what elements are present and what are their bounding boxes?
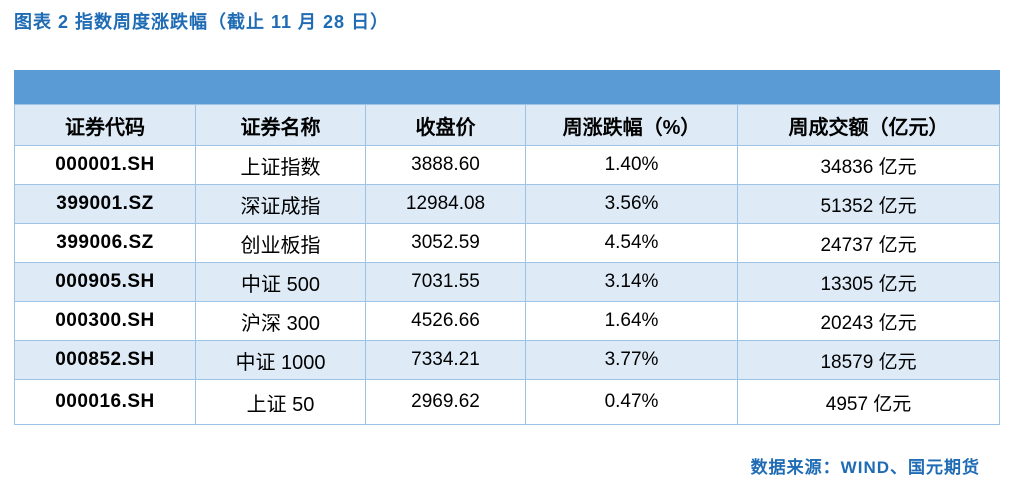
cell-close: 2969.62: [365, 379, 526, 425]
cell-code: 399006.SZ: [14, 223, 196, 263]
cell-weekly-turnover: 20243 亿元: [736, 301, 1001, 341]
cell-close: 4526.66: [365, 301, 526, 341]
cell-name: 中证 500: [195, 262, 366, 302]
cell-name: 中证 1000: [195, 340, 366, 380]
cell-close: 3052.59: [365, 223, 526, 263]
cell-weekly-change: 1.64%: [525, 301, 738, 341]
data-source-note: 数据来源：WIND、国元期货: [750, 458, 980, 477]
column-header-name: 证券名称: [195, 104, 366, 146]
cell-weekly-turnover: 24737 亿元: [736, 223, 1001, 263]
cell-code: 000905.SH: [14, 262, 196, 302]
column-header-weekly-turnover: 周成交额（亿元）: [736, 104, 1001, 146]
cell-close: 7334.21: [365, 340, 526, 380]
cell-weekly-change: 1.40%: [525, 145, 738, 185]
cell-code: 399001.SZ: [14, 184, 196, 224]
cell-name: 上证指数: [195, 145, 366, 185]
table-row: 399001.SZ 深证成指 12984.08 3.56% 51352 亿元: [14, 184, 1001, 224]
cell-weekly-turnover: 13305 亿元: [736, 262, 1001, 302]
cell-code: 000300.SH: [14, 301, 196, 341]
cell-weekly-turnover: 4957 亿元: [736, 379, 1001, 425]
cell-weekly-change: 4.54%: [525, 223, 738, 263]
table-row: 000905.SH 中证 500 7031.55 3.14% 13305 亿元: [14, 262, 1001, 302]
cell-weekly-turnover: 18579 亿元: [736, 340, 1001, 380]
cell-weekly-change: 3.77%: [525, 340, 738, 380]
table-row: 399006.SZ 创业板指 3052.59 4.54% 24737 亿元: [14, 223, 1001, 263]
cell-name: 深证成指: [195, 184, 366, 224]
index-weekly-table: 证券代码 证券名称 收盘价 周涨跌幅（%） 周成交额（亿元） 000001.SH…: [13, 70, 1001, 425]
cell-name: 上证 50: [195, 379, 366, 425]
cell-name: 沪深 300: [195, 301, 366, 341]
cell-close: 12984.08: [365, 184, 526, 224]
table-top-band: [13, 70, 1001, 105]
cell-close: 3888.60: [365, 145, 526, 185]
table-row: 000300.SH 沪深 300 4526.66 1.64% 20243 亿元: [14, 301, 1001, 341]
cell-weekly-change: 3.14%: [525, 262, 738, 302]
column-header-close: 收盘价: [365, 104, 526, 146]
cell-close: 7031.55: [365, 262, 526, 302]
table-top-band-cell: [13, 70, 1001, 105]
table-row: 000001.SH 上证指数 3888.60 1.40% 34836 亿元: [14, 145, 1001, 185]
cell-weekly-turnover: 51352 亿元: [736, 184, 1001, 224]
cell-code: 000001.SH: [14, 145, 196, 185]
column-header-code: 证券代码: [14, 104, 196, 146]
table-header-row: 证券代码 证券名称 收盘价 周涨跌幅（%） 周成交额（亿元）: [14, 104, 1001, 146]
cell-name: 创业板指: [195, 223, 366, 263]
cell-code: 000016.SH: [14, 379, 196, 425]
cell-code: 000852.SH: [14, 340, 196, 380]
table-row: 000852.SH 中证 1000 7334.21 3.77% 18579 亿元: [14, 340, 1001, 380]
table-row: 000016.SH 上证 50 2969.62 0.47% 4957 亿元: [14, 379, 1001, 425]
figure-title: 图表 2 指数周度涨跌幅（截止 11 月 28 日）: [14, 12, 390, 32]
cell-weekly-turnover: 34836 亿元: [736, 145, 1001, 185]
column-header-weekly-change: 周涨跌幅（%）: [525, 104, 738, 146]
cell-weekly-change: 0.47%: [525, 379, 738, 425]
cell-weekly-change: 3.56%: [525, 184, 738, 224]
